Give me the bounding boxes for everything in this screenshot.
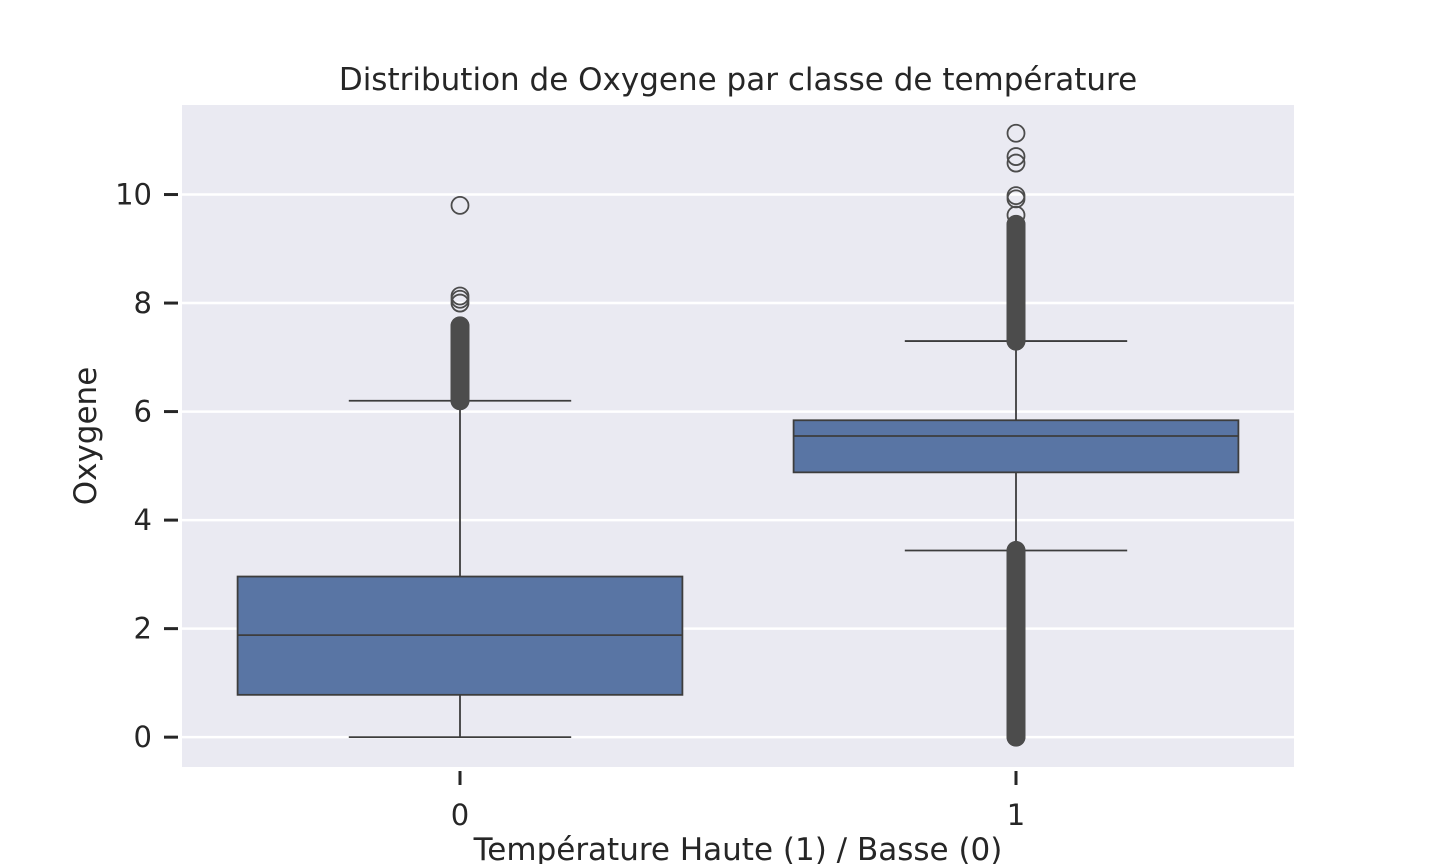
outlier-layer	[450, 123, 1026, 747]
y-tick-label: 8	[134, 286, 152, 320]
x-tick-label: 1	[1007, 798, 1025, 832]
tick-layer: 0 2 4 6 8 10 0 1	[115, 178, 1025, 832]
outlier-point	[1006, 186, 1026, 206]
chart-title: Distribution de Oxygene par classe de te…	[339, 62, 1137, 98]
y-tick-label: 0	[134, 720, 152, 754]
box-1	[792, 419, 1240, 474]
outlier-point	[1006, 153, 1026, 173]
y-tick-label: 4	[134, 503, 152, 537]
y-tick-label: 10	[115, 178, 152, 212]
y-tick-label: 2	[134, 612, 152, 646]
outlier-point	[450, 286, 470, 306]
x-tick-label: 0	[451, 798, 469, 832]
outlier-point	[1006, 147, 1026, 166]
y-tick-label: 6	[134, 395, 152, 429]
outlier-point	[450, 195, 470, 215]
y-axis-label: Oxygene	[68, 367, 104, 506]
x-axis-label: Température Haute (1) / Basse (0)	[473, 832, 1003, 864]
box-layer	[236, 340, 1240, 739]
outlier-point	[1006, 123, 1026, 143]
